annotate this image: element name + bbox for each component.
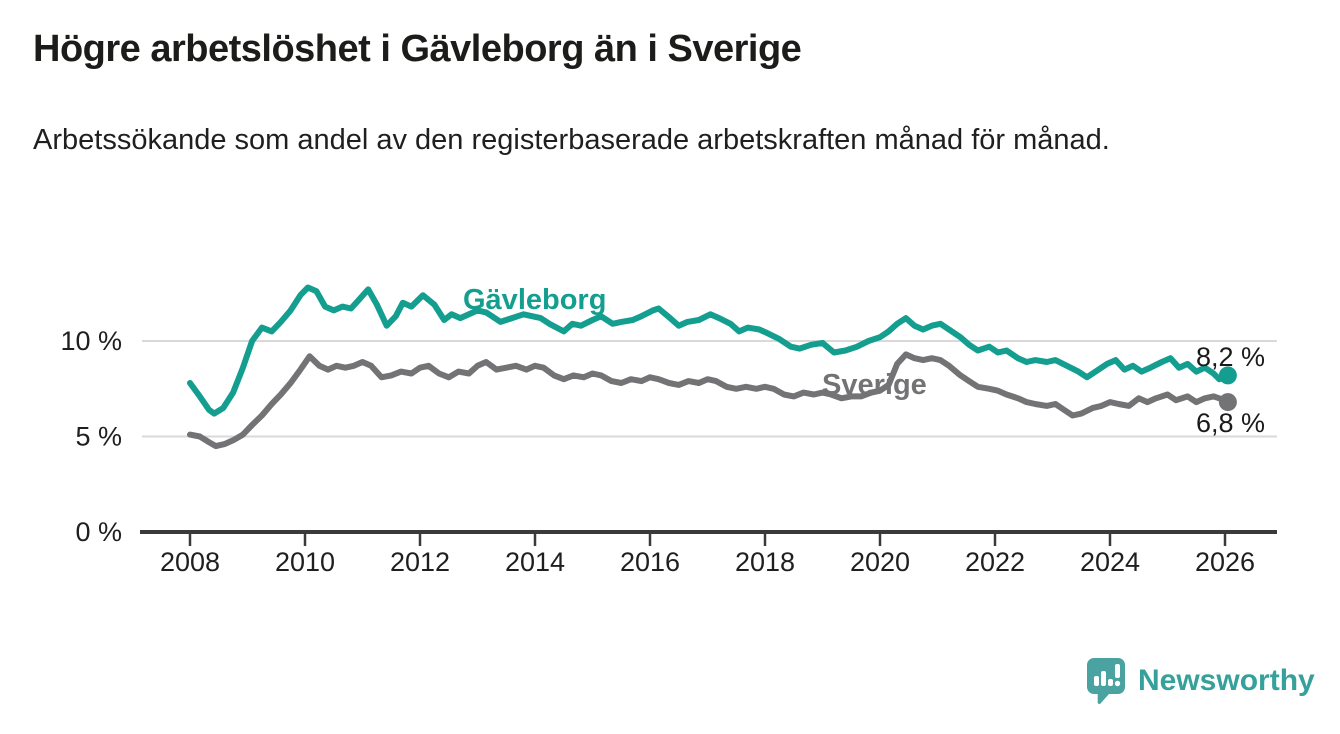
y-tick-label: 5 % xyxy=(75,422,122,452)
x-tick-label: 2016 xyxy=(620,547,680,577)
logo-bar-tall xyxy=(1101,671,1106,686)
chart-title: Högre arbetslöshet i Gävleborg än i Sver… xyxy=(33,28,802,70)
x-tick-label: 2010 xyxy=(275,547,335,577)
logo-exclamation-dot xyxy=(1114,680,1121,687)
y-tick-label: 10 % xyxy=(60,326,122,356)
logo-bar-tiny xyxy=(1108,679,1113,686)
series-end-dot-gävleborg xyxy=(1218,366,1237,385)
brand-name: Newsworthy xyxy=(1138,664,1315,697)
x-tick-label: 2022 xyxy=(965,547,1025,577)
series-label-sverige: Sverige xyxy=(822,369,927,401)
x-tick-label: 2018 xyxy=(735,547,795,577)
x-tick-label: 2024 xyxy=(1080,547,1140,577)
x-tick-label: 2012 xyxy=(390,547,450,577)
x-tick-label: 2008 xyxy=(160,547,220,577)
end-value-label-gavleborg: 8,2 % xyxy=(1196,342,1266,372)
x-tick-label: 2014 xyxy=(505,547,565,577)
bar-chart-speech-bubble-icon xyxy=(1087,658,1125,705)
series-end-dot-sverige xyxy=(1218,393,1237,412)
logo-exclamation-bar xyxy=(1115,664,1120,678)
series-line-gävleborg xyxy=(187,284,1231,417)
y-tick-label: 0 % xyxy=(75,517,122,547)
end-value-label-sverige: 6,8 % xyxy=(1196,408,1266,438)
logo-bar-small xyxy=(1094,676,1099,686)
x-tick-label: 2020 xyxy=(850,547,910,577)
series-label-gavleborg: Gävleborg xyxy=(463,284,607,316)
chart-subtitle: Arbetssökande som andel av den registerb… xyxy=(33,124,1110,156)
x-tick-label: 2026 xyxy=(1195,547,1255,577)
newsworthy-branding: Newsworthy xyxy=(1086,656,1315,706)
series-line-sverige xyxy=(187,351,1231,450)
